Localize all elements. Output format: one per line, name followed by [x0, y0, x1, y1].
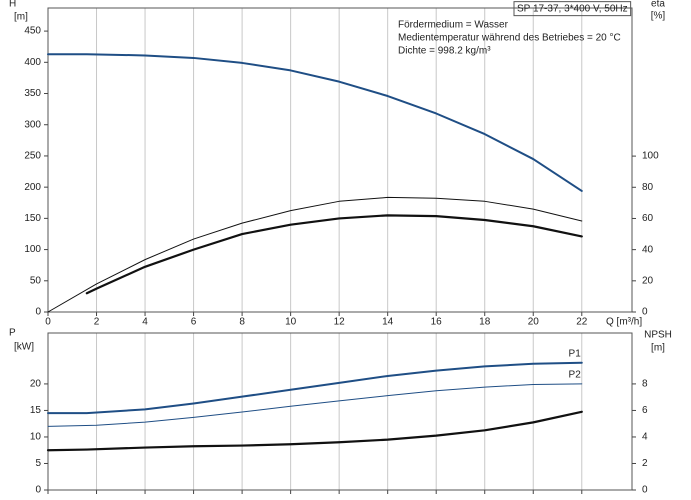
- plot-frame: [47, 7, 633, 313]
- x-tick-label: 14: [382, 317, 394, 328]
- series-label: P2: [569, 370, 582, 381]
- annotation: Fördermedium = Wasser: [398, 20, 509, 31]
- y2-axis-label: eta: [651, 0, 665, 10]
- y2-tick-label: 60: [642, 213, 654, 224]
- y-tick-label: 50: [30, 275, 42, 286]
- y2-tick-label: 100: [642, 151, 659, 162]
- y-tick-label: 350: [24, 88, 41, 99]
- y-axis-label: H: [9, 0, 16, 10]
- y-tick-label: 450: [24, 26, 41, 37]
- y-tick-label: 0: [35, 485, 41, 496]
- x-axis-label: Q [m³/h]: [606, 317, 642, 328]
- y2-tick-label: 40: [642, 244, 654, 255]
- x-tick-label: 8: [239, 317, 245, 328]
- x-tick-label: 20: [528, 317, 540, 328]
- y2-axis-label: NPSH: [644, 330, 672, 341]
- annotation: Medientemperatur während des Betriebes =…: [398, 33, 621, 44]
- y-axis-label: P: [9, 328, 16, 339]
- x-tick-label: 4: [142, 317, 148, 328]
- y-tick-label: 400: [24, 57, 41, 68]
- annotation: Dichte = 998.2 kg/m³: [398, 46, 491, 57]
- curve: [47, 383, 583, 427]
- x-tick-label: 12: [334, 317, 346, 328]
- pump-model-box: [513, 1, 632, 17]
- y2-tick-label: 8: [642, 379, 648, 390]
- x-tick-label: 0: [45, 317, 51, 328]
- x-tick-label: 10: [285, 317, 297, 328]
- y2-tick-label: 2: [642, 458, 648, 469]
- y-tick-label: 100: [24, 244, 41, 255]
- y-tick-label: 20: [30, 379, 42, 390]
- curve: [85, 214, 583, 295]
- y-axis-unit: [kW]: [14, 342, 34, 353]
- x-tick-label: 6: [191, 317, 197, 328]
- x-tick-label: 18: [479, 317, 491, 328]
- y-tick-label: 10: [30, 432, 42, 443]
- y2-tick-label: 20: [642, 275, 654, 286]
- y-tick-label: 250: [24, 151, 41, 162]
- plot-frame: [47, 332, 633, 491]
- y-axis-unit: [m]: [14, 12, 28, 23]
- y-tick-label: 0: [35, 307, 41, 318]
- y2-tick-label: 80: [642, 182, 654, 193]
- y2-tick-label: 0: [642, 307, 648, 318]
- curve: [47, 361, 583, 415]
- y-tick-label: 15: [30, 405, 42, 416]
- y2-tick-label: 6: [642, 405, 648, 416]
- y2-axis-unit: [m]: [651, 343, 665, 354]
- y-tick-label: 150: [24, 213, 41, 224]
- curve: [47, 196, 583, 313]
- y2-axis-unit: [%]: [651, 11, 666, 22]
- curve: [46, 410, 583, 452]
- y2-tick-label: 0: [642, 485, 648, 496]
- curve: [47, 53, 583, 192]
- y-tick-label: 200: [24, 182, 41, 193]
- y-tick-label: 300: [24, 119, 41, 130]
- x-tick-label: 2: [94, 317, 100, 328]
- pump-model: SP 17-37, 3*400 V, 50Hz: [517, 4, 628, 15]
- x-tick-label: 16: [431, 317, 443, 328]
- y2-tick-label: 4: [642, 432, 648, 443]
- x-tick-label: 22: [576, 317, 588, 328]
- y-tick-label: 5: [35, 458, 41, 469]
- series-label: P1: [569, 348, 582, 359]
